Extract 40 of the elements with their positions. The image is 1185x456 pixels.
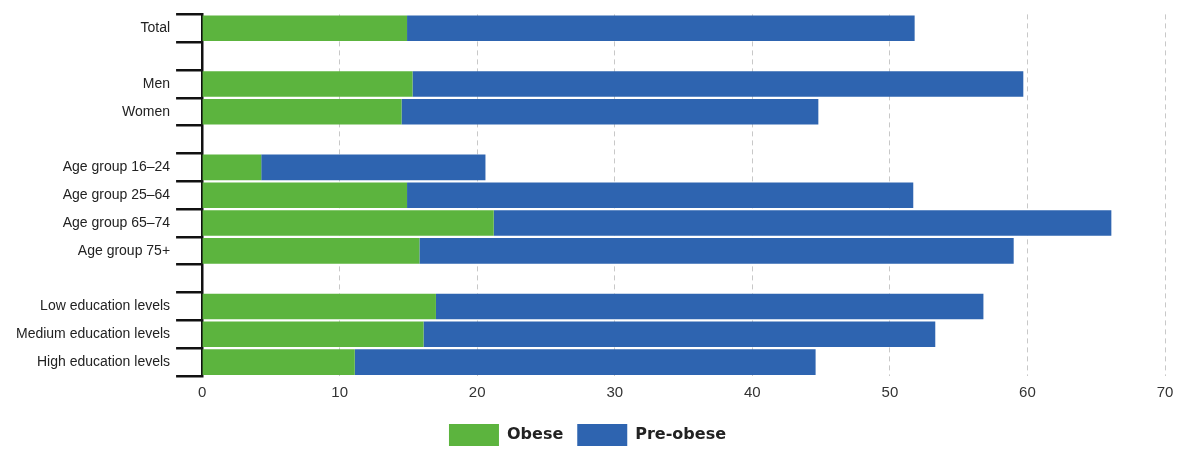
bar [202,321,424,348]
y-tick-label: Low education levels [40,297,171,314]
y-tick-label: Total [140,19,171,36]
x-tick-label: 60 [1019,383,1036,401]
y-tick-label: Women [122,102,171,119]
x-tick-label: 30 [606,383,624,401]
y-tick-label: Age group 25–64 [62,186,171,203]
x-tick-label: 10 [331,383,348,401]
bar [202,154,262,181]
y-tick-label: High education levels [36,352,171,369]
bar [419,238,1014,264]
bar [354,349,816,375]
bar [202,182,408,208]
x-tick-label: 0 [197,383,207,401]
x-tick-label: 40 [743,383,761,401]
y-tick-label: Age group 16–24 [62,158,171,175]
legend-label: Pre-obese [635,424,727,444]
x-tick-label: 70 [1156,383,1174,401]
bar [202,238,420,264]
bar [202,15,408,42]
bar [202,293,436,320]
x-tick-label: 20 [468,383,486,401]
bar [202,210,494,236]
bar [493,210,1112,236]
bar [412,71,1024,97]
bar [202,98,402,125]
y-tick-label: Medium education levels [15,325,171,342]
bar [435,293,984,320]
bar [407,15,915,42]
bar [261,154,486,181]
y-tick-label: Age group 65–74 [62,213,171,230]
bar [423,321,936,348]
x-tick-label: 50 [881,383,899,401]
bar [407,182,914,208]
y-tick-label: Men [142,74,171,91]
bar [401,98,819,125]
bar [202,71,413,97]
legend-label: Obese [506,424,564,444]
bar [202,349,355,375]
y-tick-label: Age group 75+ [77,241,171,258]
